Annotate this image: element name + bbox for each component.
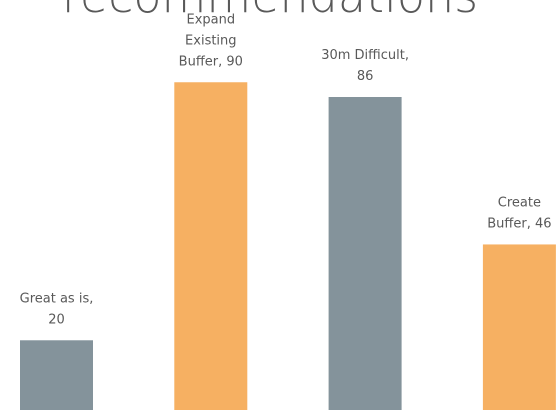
- chart-title: recommendations: [62, 0, 478, 23]
- data-label: 30m Difficult,: [321, 48, 409, 63]
- data-label: 20: [48, 312, 65, 327]
- data-label: Expand: [186, 12, 235, 27]
- data-label: Great as is,: [20, 291, 94, 306]
- data-label: 86: [357, 69, 374, 84]
- bar: [482, 244, 556, 410]
- data-label: Create: [498, 195, 541, 210]
- bar: [174, 82, 248, 410]
- data-label: Buffer, 46: [487, 216, 551, 231]
- bar: [328, 97, 402, 410]
- bar: [20, 340, 93, 410]
- data-label: Buffer, 90: [179, 54, 243, 69]
- data-label: Existing: [185, 33, 237, 48]
